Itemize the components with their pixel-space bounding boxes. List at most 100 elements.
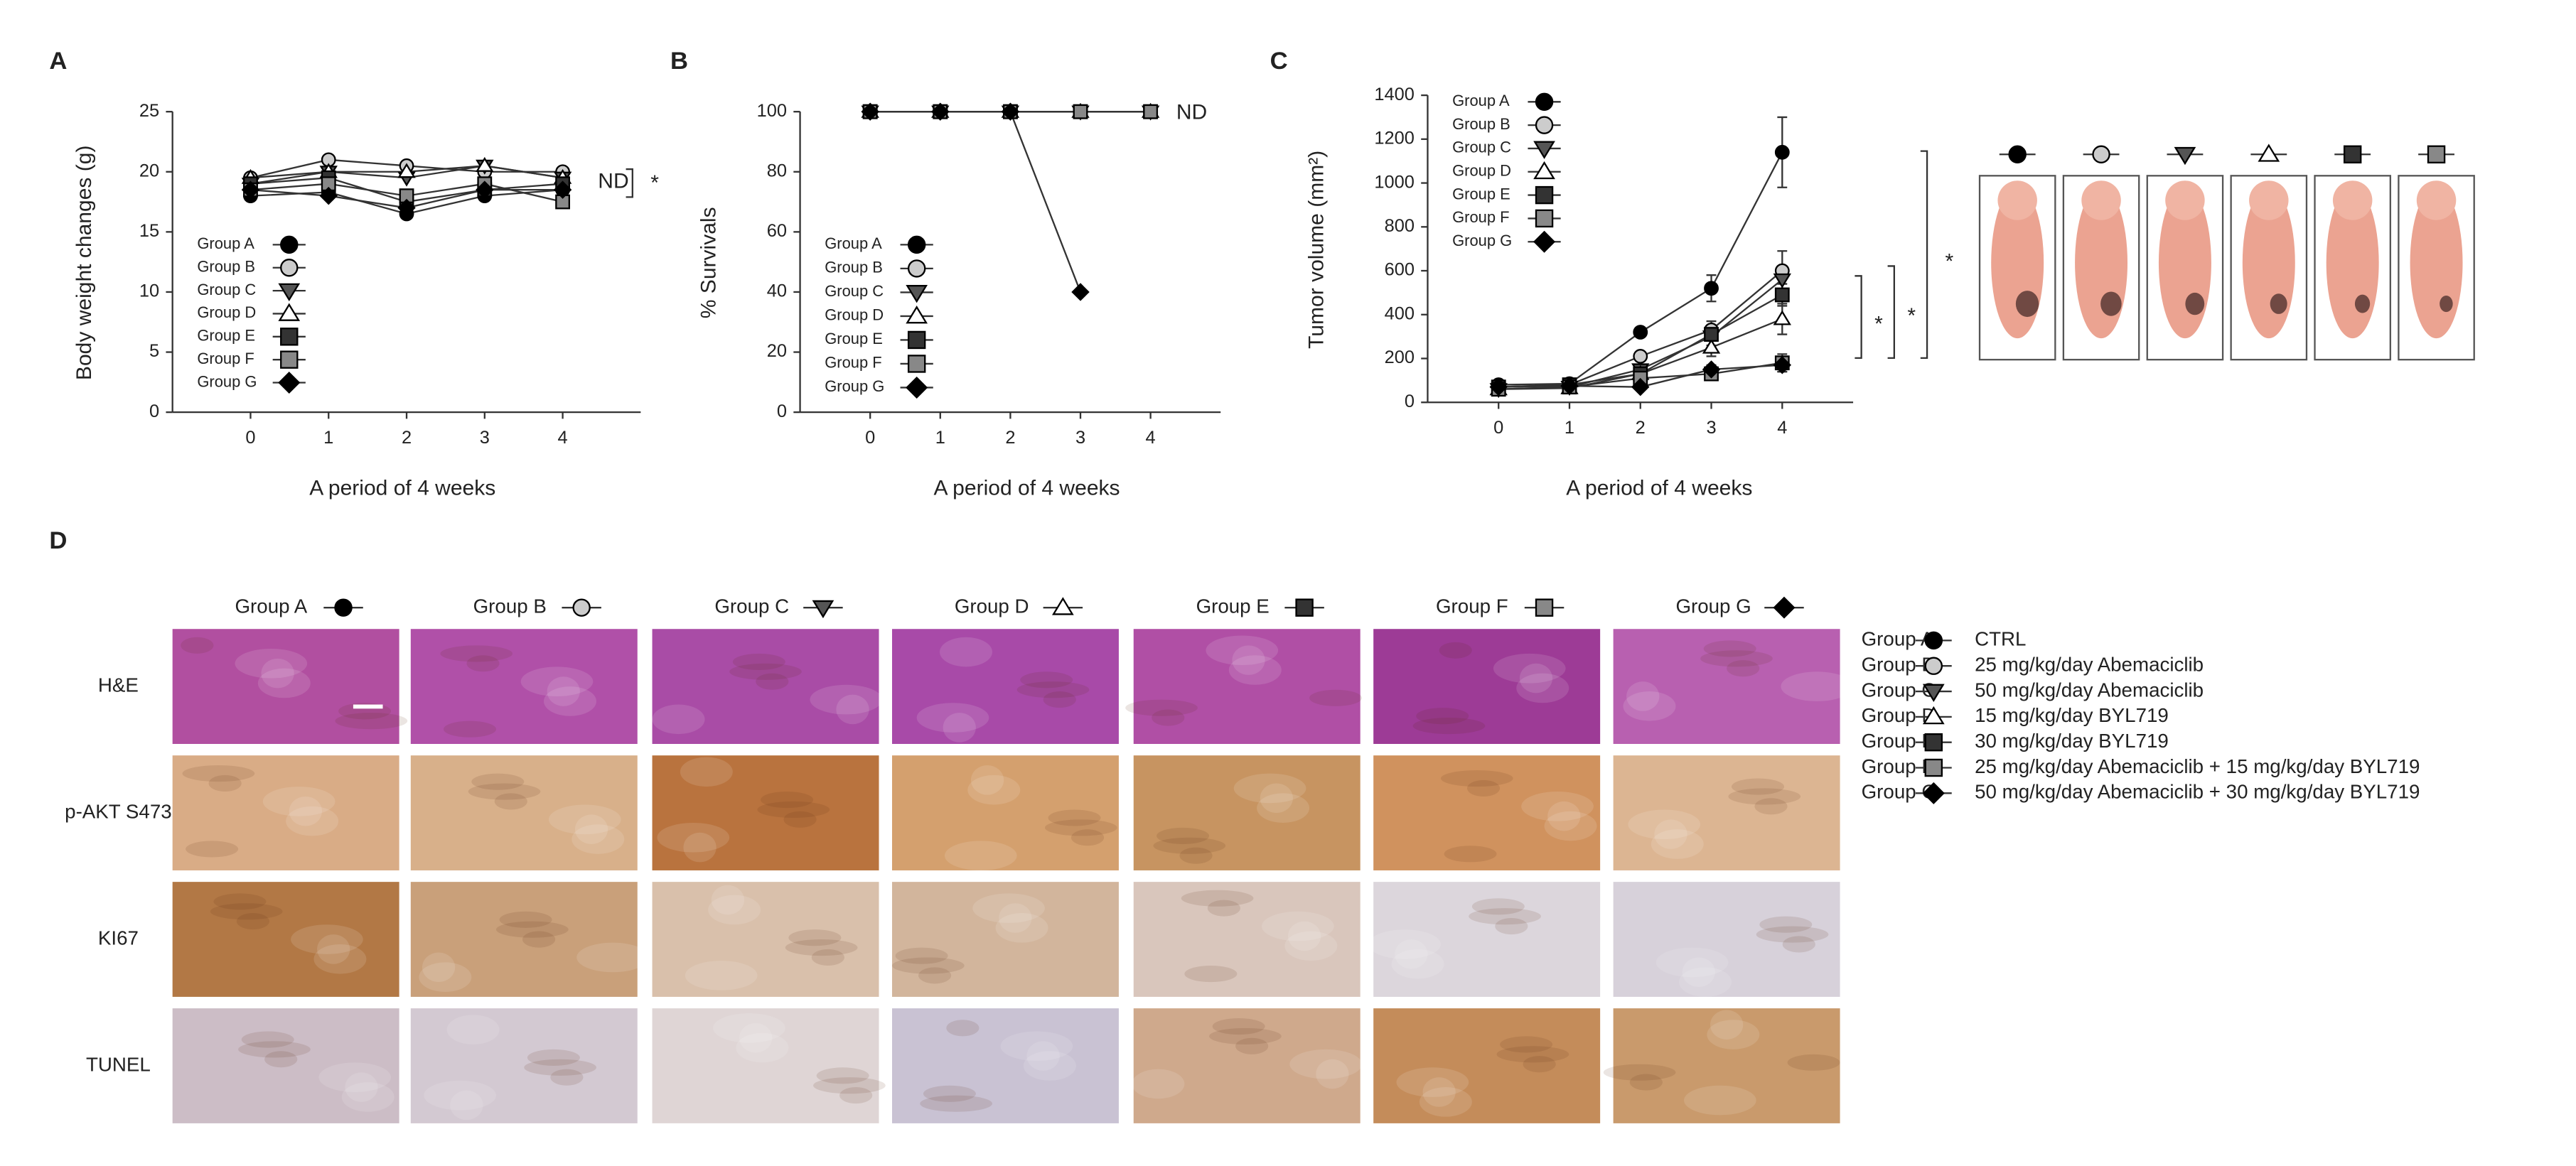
tissue-texture <box>422 952 456 983</box>
tissue-texture <box>1132 1069 1185 1099</box>
y-tick-label: 15 <box>139 221 159 241</box>
x-tick-label: 3 <box>480 428 490 448</box>
significance-bracket <box>1887 265 1895 360</box>
tissue-texture <box>713 1013 785 1043</box>
tissue-texture <box>839 1087 873 1104</box>
y-tick-label: 20 <box>139 161 159 180</box>
y-tick-label: 0 <box>1405 392 1415 411</box>
tissue-texture <box>1623 691 1676 721</box>
mouse-head <box>2165 180 2205 220</box>
y-tick-label: 100 <box>757 101 787 121</box>
tissue-texture <box>1469 908 1541 925</box>
y-tick-label: 0 <box>777 401 787 421</box>
data-point <box>1633 325 1648 340</box>
column-header: Group F <box>1436 595 1508 617</box>
tissue-texture <box>1707 1020 1760 1049</box>
tissue-texture <box>1444 846 1497 863</box>
tissue-texture <box>548 804 621 835</box>
y-tick-label: 20 <box>767 341 787 361</box>
tissue-texture <box>1703 640 1756 657</box>
legend-marker <box>907 235 926 254</box>
row-label: KI67 <box>98 927 139 949</box>
annotation: ND <box>1176 100 1207 124</box>
tissue-texture <box>446 1015 500 1044</box>
tissue-texture <box>440 645 513 662</box>
y-tick-label: 400 <box>1385 303 1415 323</box>
tissue-texture <box>940 637 992 667</box>
tissue-texture <box>468 783 541 800</box>
column-header: Group E <box>1196 595 1270 617</box>
x-axis-label: A period of 4 weeks <box>1566 477 1752 500</box>
significance-bracket <box>1920 150 1928 360</box>
tissue-texture <box>494 793 527 810</box>
photo-marker <box>2343 145 2362 163</box>
tumor <box>2185 292 2205 315</box>
legend-marker <box>1922 782 1945 804</box>
legend-group: Group A <box>1862 628 1934 650</box>
tissue-texture <box>499 911 552 928</box>
histology-image <box>1613 882 1840 997</box>
tissue-texture <box>970 765 1004 795</box>
tissue-texture <box>1682 957 1715 988</box>
column-header: Group G <box>1675 595 1751 617</box>
legend-marker <box>280 259 299 277</box>
tissue-texture <box>1207 900 1240 917</box>
legend-marker <box>906 285 928 303</box>
x-tick-label: 2 <box>1005 428 1015 448</box>
legend-marker <box>1533 161 1555 180</box>
tissue-texture <box>967 774 1021 805</box>
tissue-texture <box>1496 1046 1569 1063</box>
tissue-texture <box>1493 653 1566 684</box>
tissue-texture <box>1023 1051 1076 1081</box>
legend-label: Group C <box>1452 139 1511 156</box>
tissue-texture <box>471 773 525 790</box>
mouse-head <box>2249 180 2289 220</box>
histology-image <box>891 882 1119 997</box>
data-point <box>1001 102 1020 121</box>
data-point <box>1631 377 1650 396</box>
tissue-texture <box>816 1067 869 1084</box>
series-line <box>870 111 1082 293</box>
y-tick-label: 40 <box>767 281 787 301</box>
tissue-texture <box>1179 847 1213 864</box>
legend-group: Group C <box>1862 679 1936 701</box>
data-point <box>397 163 416 178</box>
data-point <box>1560 377 1579 395</box>
legend-marker <box>280 350 299 369</box>
tissue-texture <box>916 703 989 733</box>
legend-group: Group D <box>1862 704 1936 726</box>
x-tick-label: 3 <box>1075 428 1085 448</box>
y-axis-label: Body weight changes (g) <box>73 146 96 381</box>
tissue-texture <box>918 967 952 984</box>
legend-marker <box>1535 116 1554 134</box>
row-label: TUNEL <box>86 1053 151 1075</box>
legend-marker <box>1924 758 1943 777</box>
tissue-texture <box>1439 642 1472 659</box>
legend-label: Group C <box>825 282 884 300</box>
tissue-texture <box>544 686 596 716</box>
photo-marker <box>2174 146 2196 166</box>
tissue-texture <box>1016 681 1090 698</box>
tissue-texture <box>341 1082 395 1112</box>
tissue-texture <box>1684 1085 1756 1116</box>
scale-bar <box>353 704 383 709</box>
tissue-texture <box>1679 967 1732 997</box>
tissue-texture <box>576 942 649 973</box>
tissue-texture <box>318 1062 392 1092</box>
data-point <box>1073 104 1088 119</box>
tissue-texture <box>1732 778 1784 795</box>
tissue-texture <box>756 673 789 690</box>
tissue-texture <box>257 668 311 698</box>
tissue-texture <box>1184 966 1238 983</box>
tissue-texture <box>1728 788 1801 805</box>
data-point <box>476 180 494 199</box>
panel-label: A <box>49 48 67 75</box>
tissue-texture <box>335 713 408 730</box>
tissue-texture <box>1235 1037 1269 1054</box>
tissue-texture <box>1626 681 1660 711</box>
annotation: ND <box>598 169 628 193</box>
photo-marker <box>2092 145 2110 163</box>
histology-image <box>1373 755 1601 870</box>
tumor <box>2100 291 2122 316</box>
data-point <box>1774 144 1790 160</box>
